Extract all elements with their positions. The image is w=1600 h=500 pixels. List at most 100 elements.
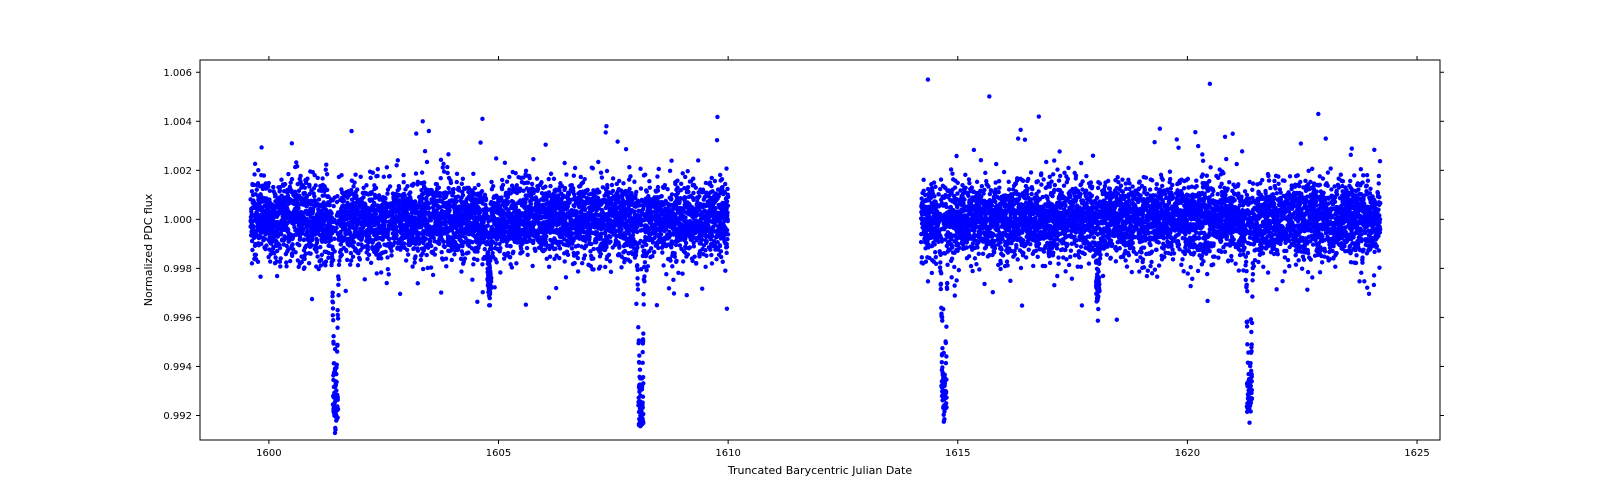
data-point xyxy=(252,172,256,176)
data-point xyxy=(451,187,455,191)
y-tick-label: 0.998 xyxy=(163,264,192,275)
data-point xyxy=(283,182,287,186)
data-point xyxy=(475,258,479,262)
data-point xyxy=(609,270,613,274)
data-point xyxy=(452,252,456,256)
data-point xyxy=(533,249,537,253)
data-point xyxy=(506,251,510,255)
data-point xyxy=(535,176,539,180)
data-point xyxy=(429,265,433,269)
data-point xyxy=(259,242,263,246)
data-point xyxy=(387,237,391,241)
data-point xyxy=(583,207,587,211)
data-point xyxy=(332,237,336,241)
data-point xyxy=(258,275,262,279)
data-point xyxy=(361,195,365,199)
data-point xyxy=(433,252,437,256)
data-point xyxy=(648,185,652,189)
data-point xyxy=(591,247,595,251)
data-point xyxy=(376,167,380,171)
data-point xyxy=(672,291,676,295)
x-axis-label: Truncated Barycentric Julian Date xyxy=(727,464,913,477)
x-tick-label: 1600 xyxy=(256,448,281,459)
data-point xyxy=(664,272,668,276)
data-point xyxy=(558,246,562,250)
data-point xyxy=(617,244,621,248)
y-tick-label: 1.004 xyxy=(163,117,192,128)
x-tick-label: 1620 xyxy=(1175,448,1200,459)
data-point xyxy=(619,265,623,269)
data-point xyxy=(503,161,507,165)
data-point xyxy=(673,254,677,258)
data-point xyxy=(256,260,260,264)
data-point xyxy=(649,246,653,250)
data-point xyxy=(354,194,358,198)
data-point xyxy=(636,287,640,291)
data-point xyxy=(331,313,335,317)
data-point xyxy=(604,245,608,249)
x-tick-label: 1615 xyxy=(945,448,970,459)
data-point xyxy=(378,244,382,248)
data-point xyxy=(408,190,412,194)
data-point xyxy=(463,256,467,260)
data-point xyxy=(459,269,463,273)
data-point xyxy=(659,194,663,198)
data-point xyxy=(303,185,307,189)
data-point xyxy=(402,241,406,245)
data-point xyxy=(333,428,337,432)
data-point xyxy=(273,255,277,259)
data-point xyxy=(416,248,420,252)
data-point xyxy=(455,180,459,184)
data-point xyxy=(439,250,443,254)
data-point xyxy=(686,169,690,173)
data-point xyxy=(433,247,437,251)
data-point xyxy=(475,249,479,253)
data-point xyxy=(665,187,669,191)
data-point xyxy=(364,183,368,187)
data-point xyxy=(480,189,484,193)
data-point xyxy=(598,265,602,269)
data-point xyxy=(369,261,373,265)
data-point xyxy=(284,260,288,264)
data-point xyxy=(644,243,648,247)
data-point xyxy=(566,253,570,257)
data-point xyxy=(425,160,429,164)
lightcurve-chart: 1600160516101615162016250.9920.9940.9960… xyxy=(0,0,1600,500)
data-point xyxy=(405,184,409,188)
data-point xyxy=(488,296,492,300)
data-point xyxy=(644,268,648,272)
data-point xyxy=(250,189,254,193)
data-point xyxy=(627,232,631,236)
data-point xyxy=(295,164,299,168)
data-point xyxy=(310,238,314,242)
data-point xyxy=(524,302,528,306)
data-point xyxy=(324,168,328,172)
x-tick-label: 1605 xyxy=(486,448,511,459)
data-point xyxy=(686,252,690,256)
data-point xyxy=(404,258,408,262)
data-point xyxy=(628,174,632,178)
data-point xyxy=(670,192,674,196)
data-point xyxy=(374,212,378,216)
data-point xyxy=(466,250,470,254)
data-point xyxy=(315,239,319,243)
data-point xyxy=(686,185,690,189)
data-point xyxy=(645,189,649,193)
data-point xyxy=(674,259,678,263)
data-point xyxy=(635,263,639,267)
data-point xyxy=(489,180,493,184)
data-point xyxy=(396,158,400,162)
data-point xyxy=(642,302,646,306)
data-point xyxy=(580,261,584,265)
data-point xyxy=(605,183,609,187)
data-point xyxy=(642,274,646,278)
data-point xyxy=(494,260,498,264)
data-point xyxy=(461,252,465,256)
data-point xyxy=(669,197,673,201)
data-point xyxy=(671,278,675,282)
data-point xyxy=(336,316,340,320)
data-point xyxy=(331,318,335,322)
data-point xyxy=(599,252,603,256)
data-point xyxy=(385,165,389,169)
data-point xyxy=(339,173,343,177)
